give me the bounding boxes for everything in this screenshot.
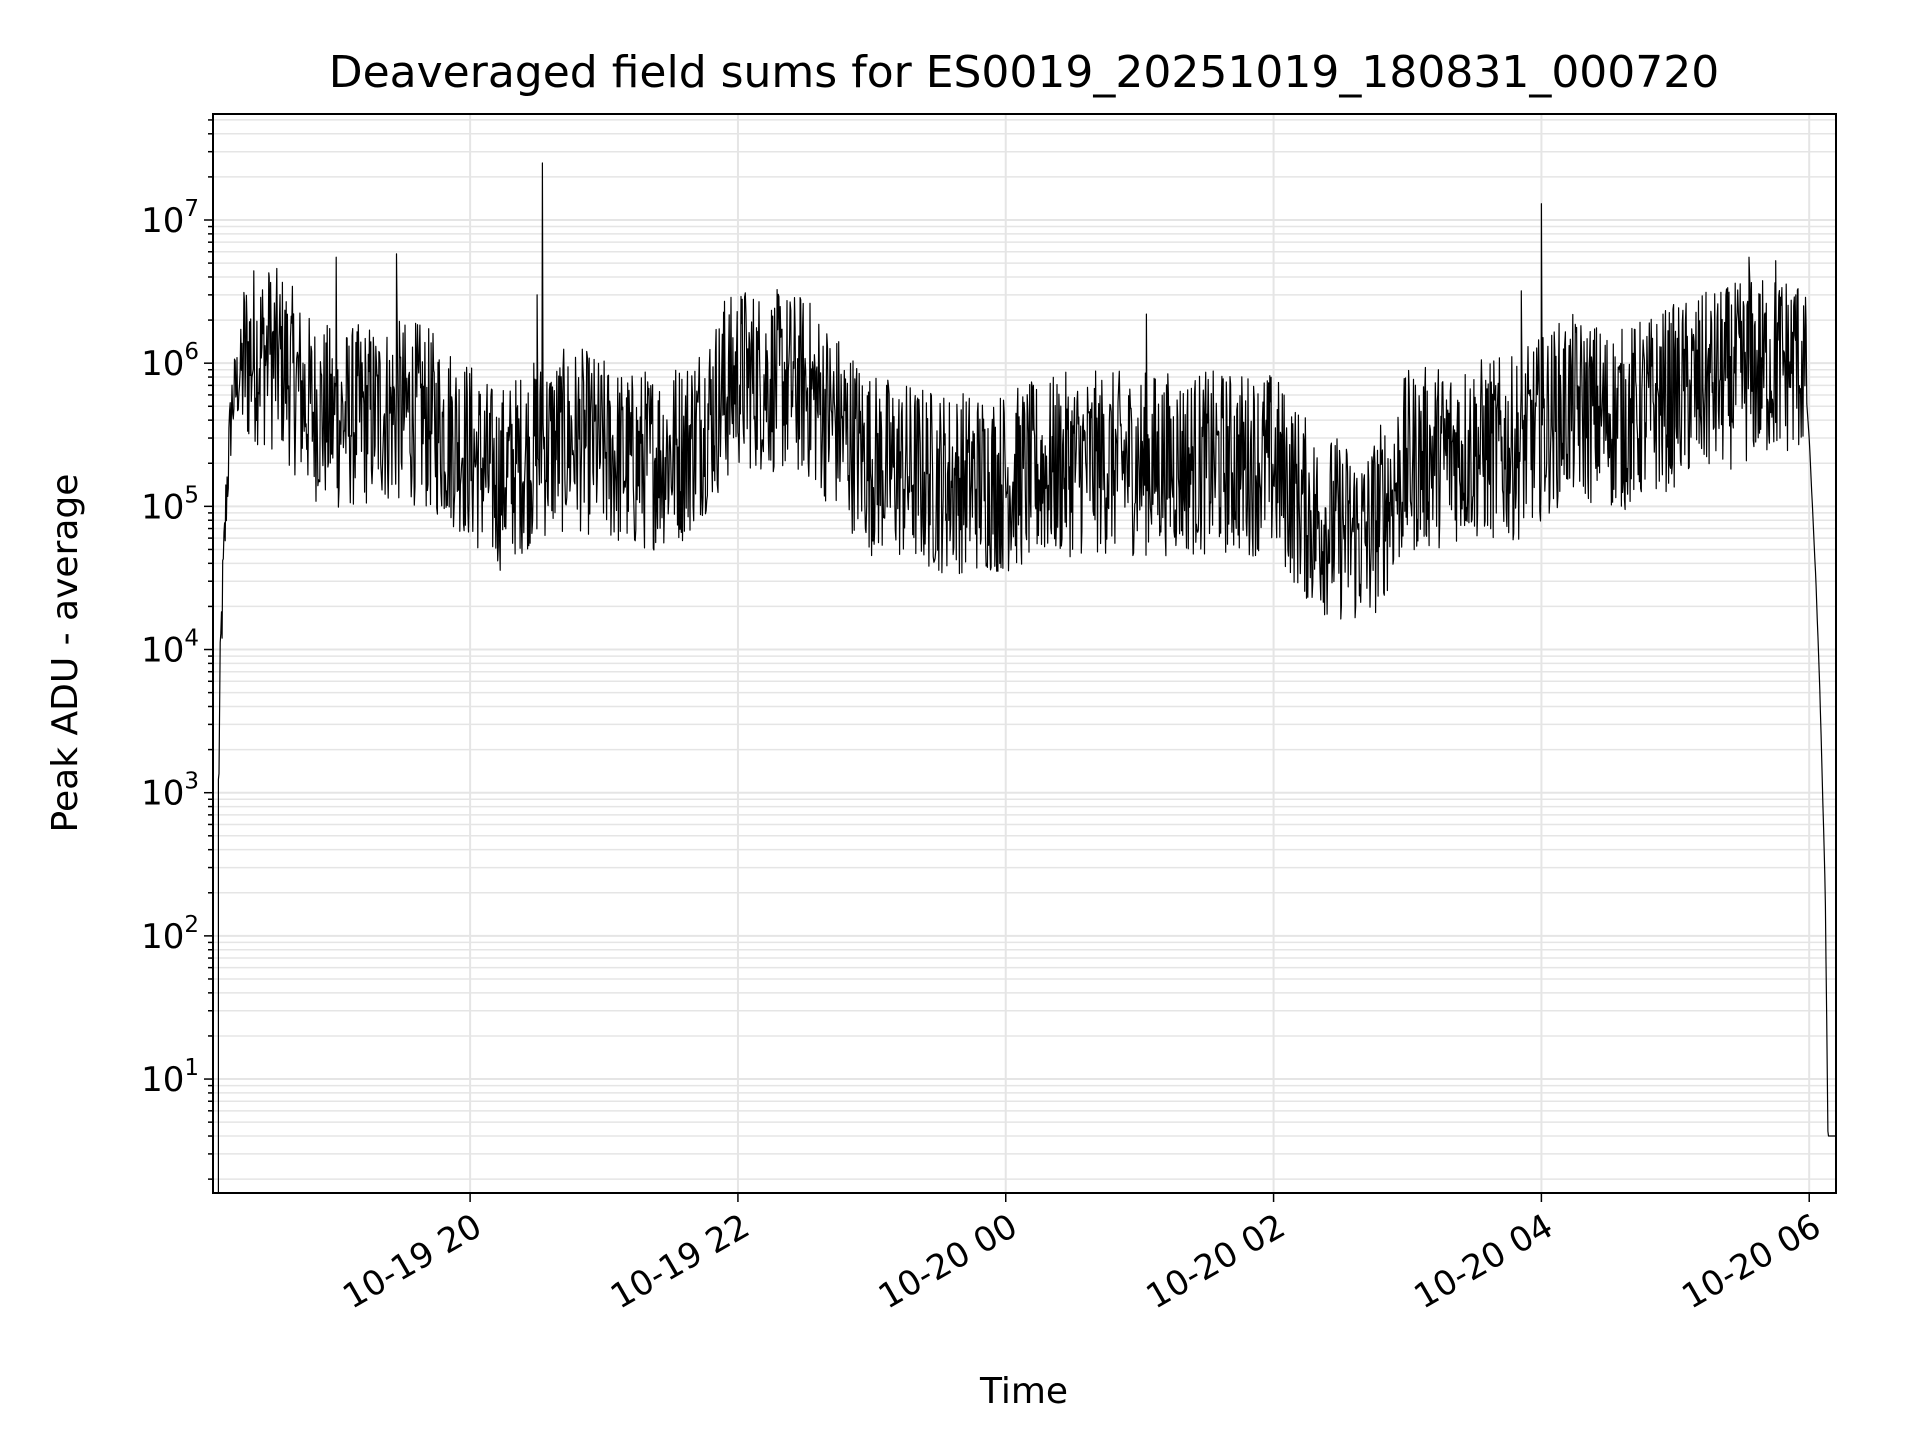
x-axis-label: Time [979,1371,1068,1412]
y-tick-label: 102 [141,912,199,957]
y-axis-label: Peak ADU - average [45,474,86,833]
series-path [217,162,1836,1193]
y-tick-label: 101 [141,1055,199,1100]
y-tick-label: 107 [141,196,199,241]
plot-frame [212,113,1837,1194]
y-tick-label: 103 [141,769,199,814]
y-tick-label: 104 [141,626,199,671]
chart-title: Deaveraged field sums for ES0019_2025101… [329,47,1720,98]
y-tick-label: 105 [141,482,199,527]
series-line [217,162,1836,1193]
y-tick-label: 106 [141,339,199,384]
